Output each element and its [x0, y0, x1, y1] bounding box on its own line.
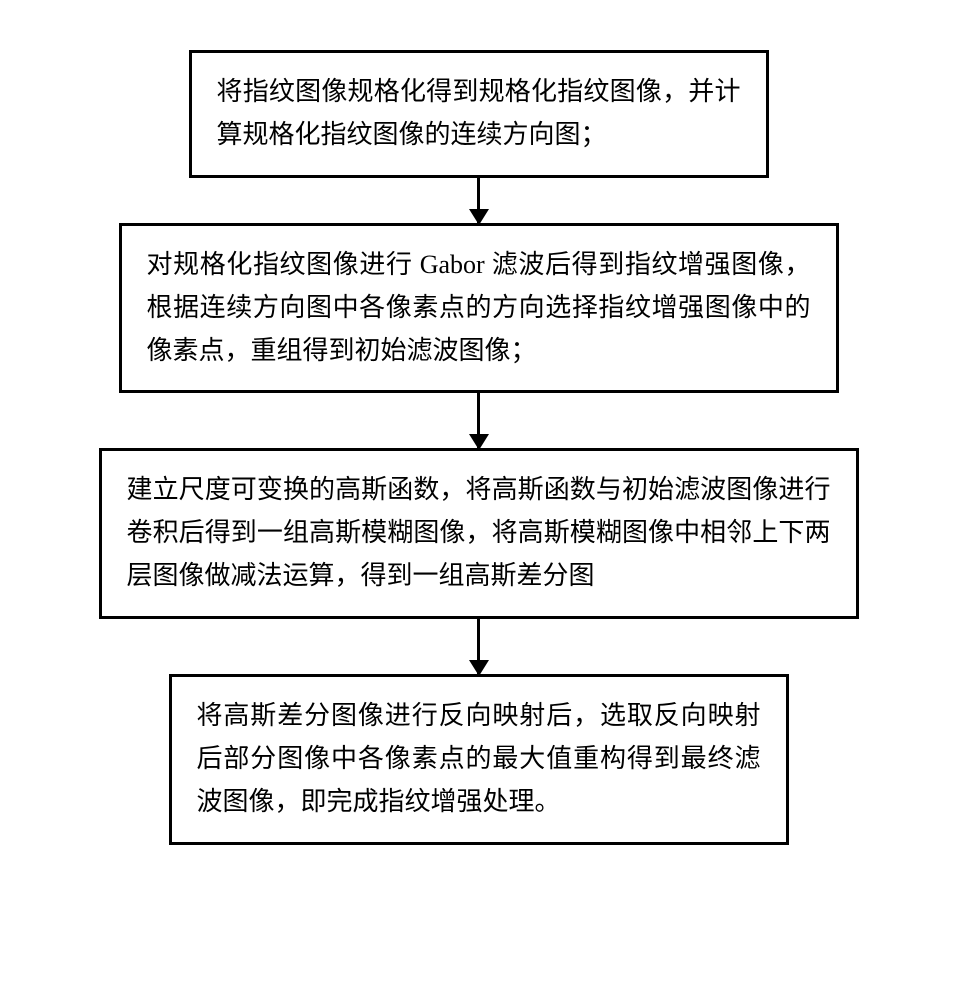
- flowchart-step-4: 将高斯差分图像进行反向映射后，选取反向映射后部分图像中各像素点的最大值重构得到最…: [169, 674, 789, 845]
- arrow-icon: [477, 178, 480, 223]
- step-text: 将高斯差分图像进行反向映射后，选取反向映射后部分图像中各像素点的最大值重构得到最…: [197, 701, 761, 816]
- flowchart-step-2: 对规格化指纹图像进行 Gabor 滤波后得到指纹增强图像，根据连续方向图中各像素…: [119, 223, 839, 394]
- arrow-icon: [477, 619, 480, 674]
- flowchart-step-1: 将指纹图像规格化得到规格化指纹图像，并计算规格化指纹图像的连续方向图；: [189, 50, 769, 178]
- step-text: 建立尺度可变换的高斯函数，将高斯函数与初始滤波图像进行卷积后得到一组高斯模糊图像…: [127, 475, 831, 590]
- flowchart-container: 将指纹图像规格化得到规格化指纹图像，并计算规格化指纹图像的连续方向图； 对规格化…: [80, 50, 877, 845]
- flowchart-step-3: 建立尺度可变换的高斯函数，将高斯函数与初始滤波图像进行卷积后得到一组高斯模糊图像…: [99, 448, 859, 619]
- arrow-icon: [477, 393, 480, 448]
- step-text: 将指纹图像规格化得到规格化指纹图像，并计算规格化指纹图像的连续方向图；: [217, 77, 741, 149]
- step-text: 对规格化指纹图像进行 Gabor 滤波后得到指纹增强图像，根据连续方向图中各像素…: [147, 250, 811, 365]
